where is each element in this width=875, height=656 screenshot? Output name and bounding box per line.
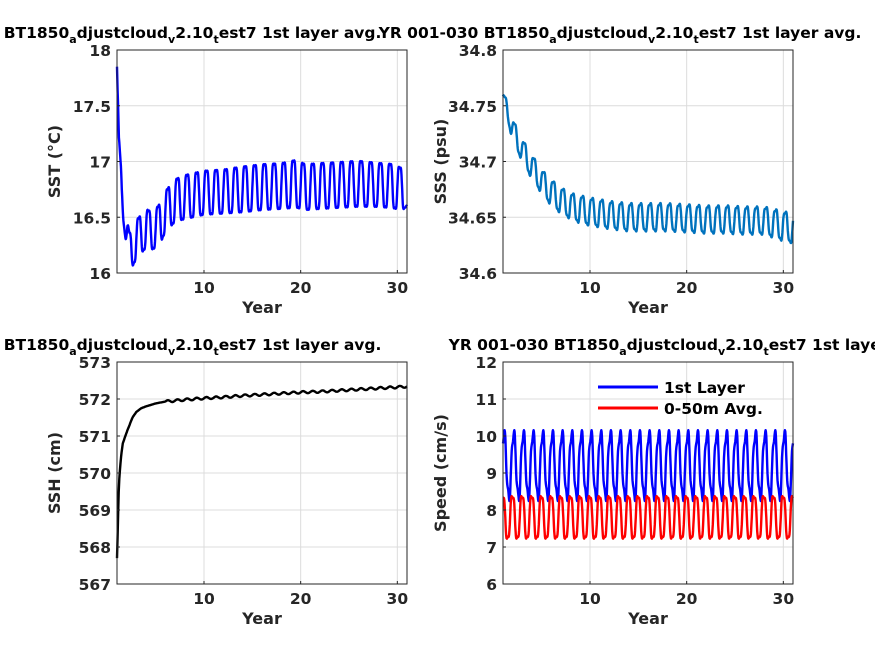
x-axis-label: Year xyxy=(627,609,668,628)
grid-sst xyxy=(117,49,407,274)
panel-sst: 10 20 30 16 16.5 17 17.5 18 Year SST (°C) YR 001-0… xyxy=(0,24,408,317)
x-tick-label: 30 xyxy=(387,279,409,297)
y-tick-label: 34.65 xyxy=(448,209,497,227)
plot-title: YR 001-030 BT1850adjustcloudv2.10test7 1… xyxy=(448,336,875,358)
x-tick-label: 20 xyxy=(676,590,698,608)
y-tick-label: 17.5 xyxy=(73,98,111,116)
panel-ssh: 10 20 30 567 568 569 570 571 572 573 Year SSH (cm) Y… xyxy=(0,336,408,628)
y-tick-label: 12 xyxy=(475,354,497,372)
panel-sss: 10 20 30 34.6 34.65 34.7 34.75 34.8 Year SSS (psu… xyxy=(378,24,862,317)
legend-label: 0-50m Avg. xyxy=(664,400,763,418)
x-tick-label: 10 xyxy=(579,279,601,297)
x-tick-label: 10 xyxy=(193,590,215,608)
y-tick-label: 8 xyxy=(486,502,497,520)
panel-speed: 10 20 30 6 7 8 9 10 11 12 Year Speed (cm/s) YR 001-0… xyxy=(431,336,875,628)
y-axis-label: Speed (cm/s) xyxy=(431,414,450,532)
x-tick-label: 30 xyxy=(387,590,409,608)
x-tick-label: 10 xyxy=(579,590,601,608)
x-tick-label: 20 xyxy=(676,279,698,297)
grid-speed xyxy=(503,361,793,585)
y-tick-label: 573 xyxy=(79,354,111,372)
x-tick-label: 30 xyxy=(773,279,795,297)
y-tick-label: 34.7 xyxy=(459,154,497,172)
x-axis-label: Year xyxy=(241,298,282,317)
plot-title: YR 001-030 BT1850adjustcloudv2.10test7 1… xyxy=(378,24,862,46)
y-tick-label: 570 xyxy=(79,465,112,483)
y-tick-label: 567 xyxy=(79,576,111,594)
y-tick-label: 18 xyxy=(89,42,111,60)
x-axis-label: Year xyxy=(241,609,282,628)
y-tick-label: 568 xyxy=(79,539,111,557)
legend-label: 1st Layer xyxy=(664,379,745,397)
y-tick-label: 16 xyxy=(89,265,111,283)
y-tick-label: 11 xyxy=(475,391,497,409)
grid-sss xyxy=(503,49,793,274)
x-tick-label: 20 xyxy=(290,590,312,608)
y-tick-label: 34.75 xyxy=(448,98,497,116)
y-tick-label: 572 xyxy=(79,391,111,409)
y-tick-label: 6 xyxy=(486,576,497,594)
series-line-ssh-0 xyxy=(115,384,408,559)
series-line-sss-0 xyxy=(501,94,795,245)
x-tick-label: 20 xyxy=(290,279,312,297)
y-axis-label: SSH (cm) xyxy=(45,432,64,514)
y-tick-label: 9 xyxy=(486,465,497,483)
y-tick-label: 16.5 xyxy=(73,209,111,227)
plot-title: YR 001-030 BT1850adjustcloudv2.10test7 1… xyxy=(0,336,381,358)
y-axis-label: SSS (psu) xyxy=(431,119,450,205)
series-line-speed-0 xyxy=(501,429,795,503)
y-tick-label: 10 xyxy=(475,428,497,446)
plot-title: YR 001-030 BT1850adjustcloudv2.10test7 1… xyxy=(0,24,381,46)
legend: 1st Layer 0-50m Avg. xyxy=(598,379,763,418)
x-tick-label: 10 xyxy=(193,279,215,297)
y-tick-label: 571 xyxy=(79,428,111,446)
x-axis-label: Year xyxy=(627,298,668,317)
y-tick-label: 17 xyxy=(89,154,111,172)
y-tick-label: 34.8 xyxy=(459,42,497,60)
y-tick-label: 7 xyxy=(486,539,497,557)
x-tick-label: 30 xyxy=(773,590,795,608)
y-axis-label: SST (°C) xyxy=(45,125,64,198)
y-tick-label: 34.6 xyxy=(459,265,497,283)
series-line-sst-0 xyxy=(115,66,409,267)
y-tick-label: 569 xyxy=(79,502,111,520)
series-line-speed-1 xyxy=(502,495,794,540)
